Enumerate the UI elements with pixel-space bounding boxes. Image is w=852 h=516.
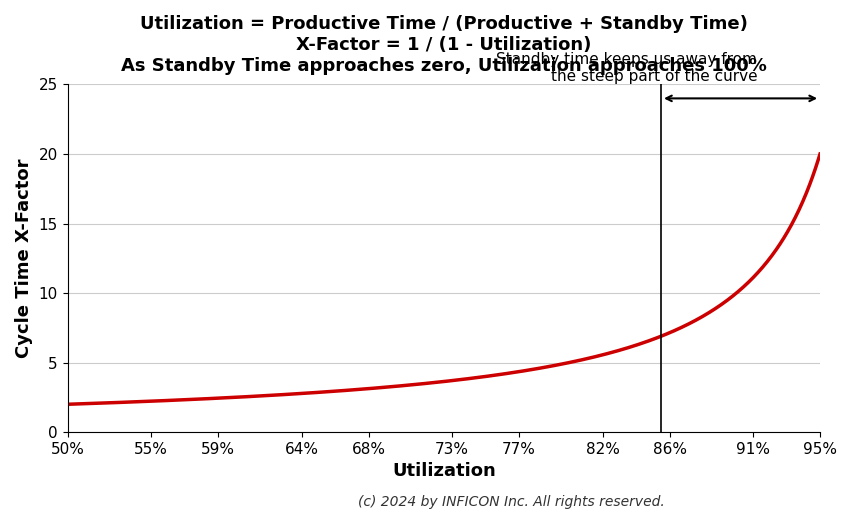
Title: Utilization = Productive Time / (Productive + Standby Time)
X-Factor = 1 / (1 - : Utilization = Productive Time / (Product… <box>121 15 767 75</box>
X-axis label: Utilization: Utilization <box>392 462 496 480</box>
Text: Standby time keeps us away from
the steep part of the curve: Standby time keeps us away from the stee… <box>497 52 757 85</box>
Y-axis label: Cycle Time X-Factor: Cycle Time X-Factor <box>15 158 33 358</box>
Text: (c) 2024 by INFICON Inc. All rights reserved.: (c) 2024 by INFICON Inc. All rights rese… <box>358 495 665 509</box>
